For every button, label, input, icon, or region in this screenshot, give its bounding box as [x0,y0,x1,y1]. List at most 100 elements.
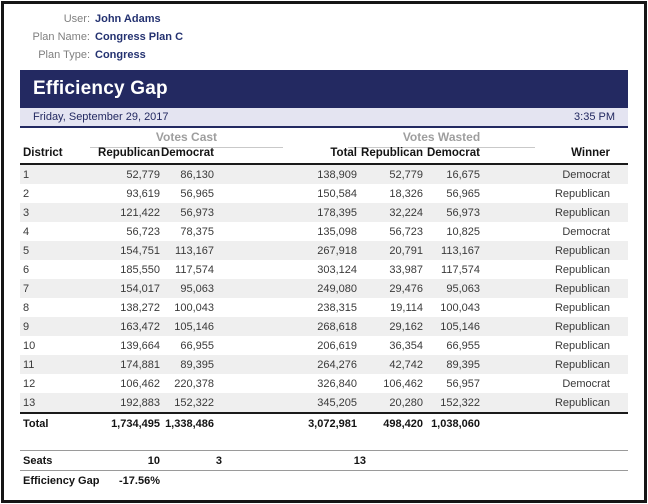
efficiency-gap-value: -17.56% [119,474,160,487]
wasted-dem-cell: 16,675 [423,164,480,184]
table-row: 4 56,723 78,375 135,098 56,723 10,825 De… [20,222,628,241]
cast-rep-cell: 93,619 [126,187,160,200]
wasted-dem-cell: 152,322 [423,393,480,413]
votes-cast-group-header: Votes Cast [90,130,283,148]
date-bar: Friday, September 29, 2017 3:35 PM [20,108,628,128]
column-header-row: District Republican Democrat Total Repub… [20,147,628,165]
winner-cell: Democrat [562,377,610,390]
district-cell: 9 [20,317,90,336]
wasted-total-column-header: Total [214,147,357,165]
cast-dem-cell: 113,167 [160,241,214,260]
cast-rep-cell: 106,462 [120,377,160,390]
table-row: 1 52,779 86,130 138,909 52,779 16,675 De… [20,164,628,184]
cast-dem-cell: 105,146 [160,317,214,336]
table-row: 11 174,881 89,395 264,276 42,742 89,395 … [20,355,628,374]
total-label: Total [20,412,90,434]
winner-cell: Republican [554,301,610,314]
votes-wasted-group-header: Votes Wasted [348,130,535,148]
wasted-total-cell: 150,584 [317,187,357,200]
winner-cell: Republican [480,393,628,413]
winner-cell: Democrat [562,225,610,238]
wasted-dem-cell: 56,957 [446,377,480,390]
user-row: User: John Adams [20,10,183,28]
winner-cell: Republican [480,317,628,336]
district-cell: 7 [20,279,90,298]
district-cell: 4 [23,225,30,238]
cast-rep-cell: 138,272 [120,301,160,314]
user-label: User: [63,13,90,25]
cast-dem-cell: 56,973 [160,203,214,222]
wasted-rep-cell: 20,280 [357,393,423,413]
plan-name-label: Plan Name: [32,31,90,43]
cast-rep-cell: 154,017 [90,279,160,298]
cast-rep-cell: 185,550 [120,263,160,276]
wasted-rep-cell: 18,326 [389,187,423,200]
wasted-rep-cell: 52,779 [357,164,423,184]
efficiency-gap-label: Efficiency Gap [23,474,100,487]
report-title: Efficiency Gap [33,78,168,99]
wasted-dem-cell: 117,574 [441,263,480,276]
table-row: 12 106,462 220,378 326,840 106,462 56,95… [20,374,628,393]
table-row: 7 154,017 95,063 249,080 29,476 95,063 R… [20,279,628,298]
wasted-rep-cell: 106,462 [383,377,423,390]
cast-rep-cell: 56,723 [126,225,160,238]
report-date: Friday, September 29, 2017 [33,111,169,123]
total-wasted-dem: 1,038,060 [423,412,480,434]
total-wasted-rep: 498,420 [357,412,423,434]
cast-dem-cell: 86,130 [160,164,214,184]
plan-type-value: Congress [95,49,146,61]
district-cell: 1 [20,164,90,184]
report-time: 3:35 PM [574,111,615,123]
cast-dem-cell: 66,955 [180,339,214,352]
district-cell: 13 [20,393,90,413]
wasted-rep-cell: 19,114 [390,301,423,314]
wasted-dem-cell: 113,167 [423,241,480,260]
wasted-total-cell: 264,276 [214,355,357,374]
table-row: 6 185,550 117,574 303,124 33,987 117,574… [20,260,628,279]
wasted-total-cell: 326,840 [317,377,357,390]
cast-rep-cell: 163,472 [90,317,160,336]
table-row: 9 163,472 105,146 268,618 29,162 105,146… [20,317,628,336]
wasted-republican-column-header: Republican [357,147,423,165]
cast-rep-cell: 52,779 [90,164,160,184]
seats-total: 13 [222,450,366,471]
efficiency-gap-row: Efficiency Gap -17.56% [20,471,628,491]
district-cell: 12 [23,377,36,390]
wasted-dem-cell: 105,146 [423,317,480,336]
winner-cell: Democrat [480,164,628,184]
wasted-total-cell: 135,098 [317,225,357,238]
wasted-dem-cell: 66,955 [446,339,480,352]
cast-rep-cell: 192,883 [90,393,160,413]
table-row: 13 192,883 152,322 345,205 20,280 152,32… [20,393,628,413]
wasted-dem-cell: 89,395 [423,355,480,374]
wasted-rep-cell: 56,723 [389,225,423,238]
wasted-total-cell: 345,205 [214,393,357,413]
wasted-rep-cell: 33,987 [389,263,423,276]
district-cell: 3 [20,203,90,222]
wasted-total-cell: 249,080 [214,279,357,298]
table-row: 5 154,751 113,167 267,918 20,791 113,167… [20,241,628,260]
cast-rep-cell: 139,664 [120,339,160,352]
district-cell: 5 [20,241,90,260]
cast-dem-cell: 220,378 [174,377,214,390]
plan-info-block: User: John Adams Plan Name: Congress Pla… [20,10,184,64]
winner-cell: Republican [480,279,628,298]
total-winner-empty [480,412,628,434]
winner-cell: Republican [554,187,610,200]
district-cell: 2 [23,187,30,200]
wasted-total-cell: 138,909 [214,164,357,184]
cast-dem-cell: 117,574 [175,263,214,276]
table-row: 10 139,664 66,955 206,619 36,354 66,955 … [20,336,628,355]
district-cell: 10 [23,339,36,352]
total-cast-rep: 1,734,495 [90,412,160,434]
wasted-rep-cell: 20,791 [357,241,423,260]
total-cast-dem: 1,338,486 [160,412,214,434]
wasted-rep-cell: 29,162 [357,317,423,336]
total-wasted-total: 3,072,981 [214,412,357,434]
winner-cell: Republican [554,263,610,276]
wasted-total-cell: 268,618 [214,317,357,336]
cast-democrat-column-header: Democrat [160,147,214,165]
cast-dem-cell: 152,322 [160,393,214,413]
cast-dem-cell: 78,375 [180,225,214,238]
efficiency-gap-table: District Republican Democrat Total Repub… [20,147,628,434]
